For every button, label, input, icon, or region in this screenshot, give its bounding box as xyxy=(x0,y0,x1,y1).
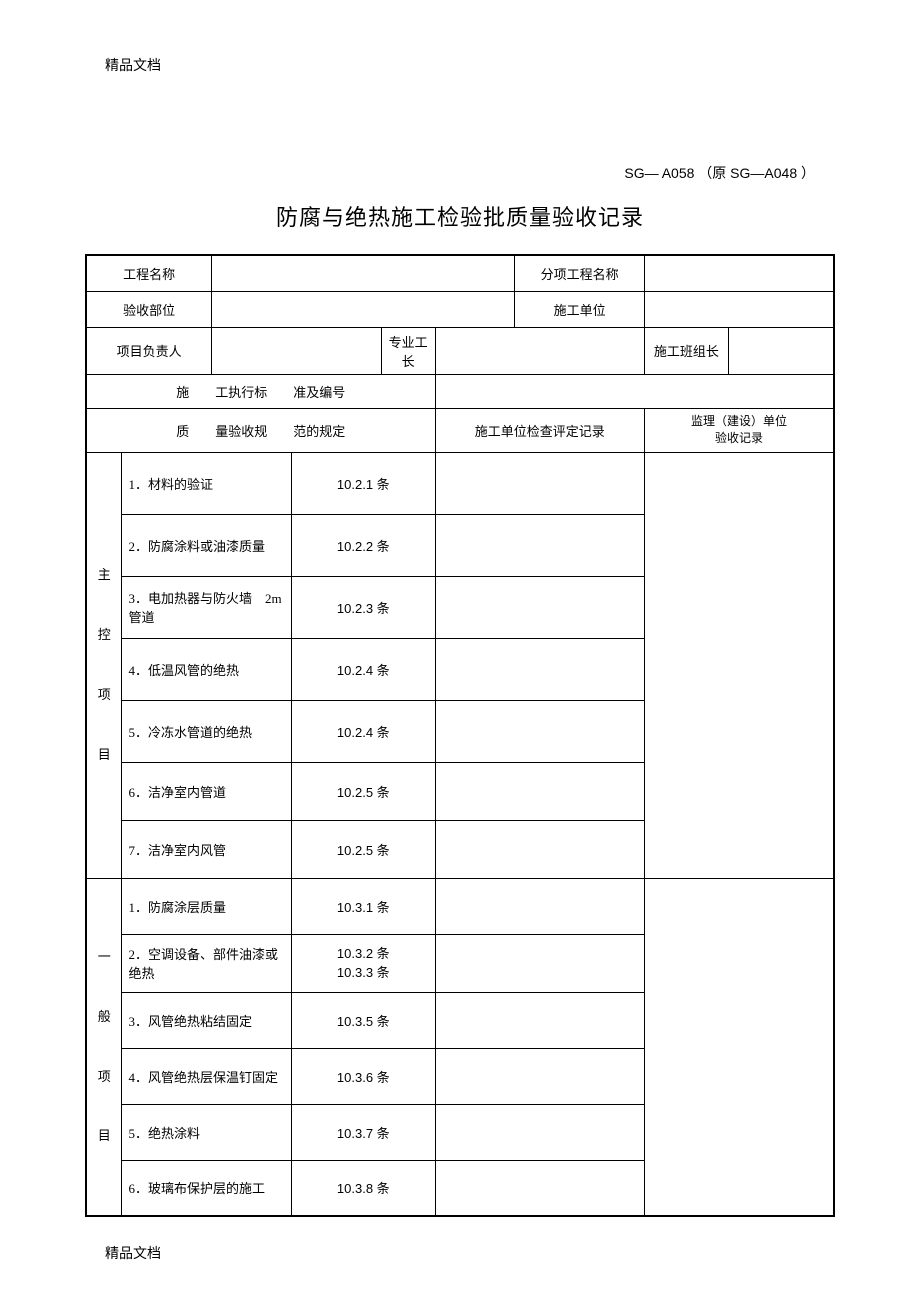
label-foreman: 专业工长 xyxy=(381,327,435,374)
gen-item-1-desc: 1．防腐涂层质量 xyxy=(122,878,292,934)
label-project-manager: 项目负责人 xyxy=(86,327,212,374)
value-team-leader xyxy=(728,327,834,374)
main-item-1-desc: 1．材料的验证 xyxy=(122,452,292,514)
group-main-char3: 项 xyxy=(98,687,111,702)
gen-item-5-clause: 10.3.7 条 xyxy=(291,1104,435,1160)
main-item-4-clause: 10.2.4 条 xyxy=(291,638,435,700)
page-title: 防腐与绝热施工检验批质量验收记录 xyxy=(0,200,920,232)
main-item-3-clause: 10.2.3 条 xyxy=(291,576,435,638)
gen-supervise-record xyxy=(644,878,834,1216)
gen-item-4-clause: 10.3.6 条 xyxy=(291,1048,435,1104)
main-item-6-check xyxy=(435,762,644,820)
main-item-2-check xyxy=(435,514,644,576)
gen-item-5-desc: 5．绝热涂料 xyxy=(122,1104,292,1160)
gen-item-2-clause-l1: 10.3.2 条 xyxy=(337,946,390,961)
group-main-label: 主 控 项 目 xyxy=(86,452,122,878)
footer-label: 精品文档 xyxy=(105,1243,161,1263)
main-item-7-desc: 7．洁净室内风管 xyxy=(122,820,292,878)
spec-col2: 施工单位检查评定记录 xyxy=(435,408,644,452)
main-item-1-check xyxy=(435,452,644,514)
gen-item-2-check xyxy=(435,934,644,992)
gen-item-2-clause: 10.3.2 条 10.3.3 条 xyxy=(291,934,435,992)
main-item-7-clause: 10.2.5 条 xyxy=(291,820,435,878)
label-project-name: 工程名称 xyxy=(86,255,212,291)
group-main-char1: 主 xyxy=(98,567,111,582)
main-item-2-clause: 10.2.2 条 xyxy=(291,514,435,576)
main-item-5-desc: 5．冷冻水管道的绝热 xyxy=(122,700,292,762)
label-construction-unit: 施工单位 xyxy=(515,291,645,327)
main-supervise-record xyxy=(644,452,834,878)
main-item-3-desc: 3．电加热器与防火墙 2m 管道 xyxy=(122,576,292,638)
label-sub-project: 分项工程名称 xyxy=(515,255,645,291)
gen-item-3-desc: 3．风管绝热粘结固定 xyxy=(122,992,292,1048)
gen-item-6-desc: 6．玻璃布保护层的施工 xyxy=(122,1160,292,1216)
spec-col1: 质 量验收规 范的规定 xyxy=(86,408,435,452)
gen-item-2-desc: 2．空调设备、部件油漆或绝热 xyxy=(122,934,292,992)
doc-code: SG— A058 （原 SG—A048 ） xyxy=(624,163,815,183)
gen-item-3-check xyxy=(435,992,644,1048)
value-project-manager xyxy=(212,327,382,374)
gen-item-5-check xyxy=(435,1104,644,1160)
gen-item-4-desc: 4．风管绝热层保温钉固定 xyxy=(122,1048,292,1104)
main-item-5-clause: 10.2.4 条 xyxy=(291,700,435,762)
gen-item-1-check xyxy=(435,878,644,934)
value-foreman xyxy=(435,327,644,374)
main-item-1-clause: 10.2.1 条 xyxy=(291,452,435,514)
value-sub-project xyxy=(644,255,834,291)
main-item-4-check xyxy=(435,638,644,700)
label-team-leader: 施工班组长 xyxy=(644,327,728,374)
group-gen-char3: 项 xyxy=(98,1069,111,1084)
inspection-table: 工程名称 分项工程名称 验收部位 施工单位 项目负责人 专业工长 施工班组长 施… xyxy=(85,254,835,1217)
value-accept-part xyxy=(212,291,515,327)
main-item-7-check xyxy=(435,820,644,878)
main-item-3-check xyxy=(435,576,644,638)
spec-col3: 监理（建设）单位 验收记录 xyxy=(644,408,834,452)
main-item-5-check xyxy=(435,700,644,762)
label-accept-part: 验收部位 xyxy=(86,291,212,327)
spec-col3-l1: 监理（建设）单位 xyxy=(691,414,787,428)
value-standard xyxy=(435,374,834,408)
main-item-6-desc: 6．洁净室内管道 xyxy=(122,762,292,820)
main-item-2-desc: 2．防腐涂料或油漆质量 xyxy=(122,514,292,576)
gen-item-4-check xyxy=(435,1048,644,1104)
gen-item-1-clause: 10.3.1 条 xyxy=(291,878,435,934)
gen-item-2-clause-l2: 10.3.3 条 xyxy=(337,965,390,980)
value-project-name xyxy=(212,255,515,291)
group-gen-char2: 般 xyxy=(98,1009,111,1024)
value-construction-unit xyxy=(644,291,834,327)
group-gen-char1: 一 xyxy=(98,949,111,964)
spec-col3-l2: 验收记录 xyxy=(715,431,763,445)
main-item-6-clause: 10.2.5 条 xyxy=(291,762,435,820)
group-general-label: 一 般 项 目 xyxy=(86,878,122,1216)
gen-item-3-clause: 10.3.5 条 xyxy=(291,992,435,1048)
group-main-char2: 控 xyxy=(98,627,111,642)
group-main-char4: 目 xyxy=(98,747,111,762)
label-standard: 施 工执行标 准及编号 xyxy=(86,374,435,408)
gen-item-6-check xyxy=(435,1160,644,1216)
group-gen-char4: 目 xyxy=(98,1128,111,1143)
gen-item-6-clause: 10.3.8 条 xyxy=(291,1160,435,1216)
main-item-4-desc: 4．低温风管的绝热 xyxy=(122,638,292,700)
header-label: 精品文档 xyxy=(105,55,161,75)
